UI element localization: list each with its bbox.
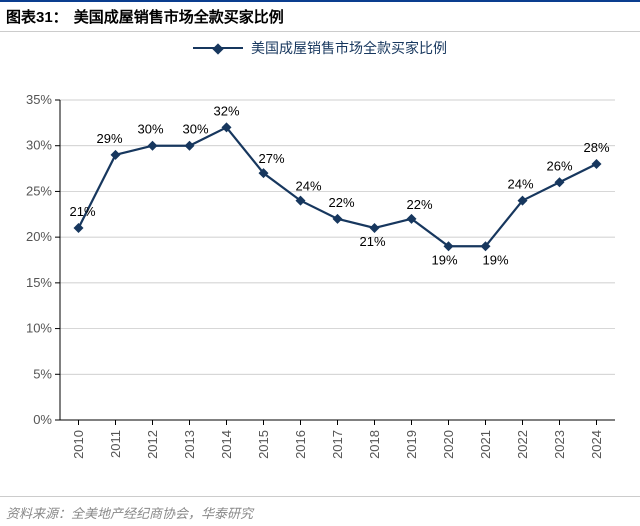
y-tick-label: 30%	[26, 138, 52, 153]
x-tick-label: 2019	[404, 430, 419, 459]
y-tick-label: 5%	[33, 366, 52, 381]
legend-marker-icon	[193, 47, 243, 49]
x-tick-label: 2012	[145, 430, 160, 459]
x-tick-label: 2016	[293, 430, 308, 459]
data-label: 24%	[295, 179, 321, 194]
data-label: 21%	[359, 234, 385, 249]
data-marker	[74, 223, 84, 233]
data-label: 28%	[583, 140, 609, 155]
data-label: 30%	[182, 122, 208, 137]
data-label: 22%	[328, 195, 354, 210]
y-tick-label: 15%	[26, 275, 52, 290]
data-marker	[148, 141, 158, 151]
x-tick-label: 2014	[219, 430, 234, 459]
x-tick-label: 2024	[589, 430, 604, 459]
data-marker	[333, 214, 343, 224]
x-tick-label: 2023	[552, 430, 567, 459]
chart-title-bar: 图表31： 美国成屋销售市场全款买家比例	[0, 0, 640, 32]
y-tick-label: 20%	[26, 229, 52, 244]
data-label: 29%	[96, 131, 122, 146]
x-tick-label: 2010	[71, 430, 86, 459]
y-tick-label: 35%	[26, 92, 52, 107]
y-tick-label: 25%	[26, 183, 52, 198]
x-tick-label: 2013	[182, 430, 197, 459]
line-chart-svg: 0% 5% 10% 15% 20% 25% 30% 35% 2010 2011 2012 2013 20…	[10, 70, 630, 486]
x-tick-label: 2020	[441, 430, 456, 459]
chart-plot-area: 0% 5% 10% 15% 20% 25% 30% 35% 2010 2011 2012 2013 20…	[10, 70, 630, 486]
x-tick-label: 2022	[515, 430, 530, 459]
y-tick-label: 10%	[26, 321, 52, 336]
chart-title-text: 美国成屋销售市场全款买家比例	[74, 6, 284, 27]
legend-label: 美国成屋销售市场全款买家比例	[251, 38, 447, 58]
data-label: 24%	[507, 177, 533, 192]
data-label: 32%	[213, 103, 239, 118]
chart-footer: 资料来源：全美地产经纪商协会，华泰研究	[0, 496, 640, 526]
data-marker	[555, 177, 565, 187]
data-label: 19%	[482, 252, 508, 267]
chart-title-prefix: 图表31：	[6, 6, 68, 27]
x-tick-label: 2015	[256, 430, 271, 459]
data-marker	[185, 141, 195, 151]
data-label: 22%	[406, 197, 432, 212]
data-marker	[592, 159, 602, 169]
data-label: 21%	[69, 204, 95, 219]
y-tick-label: 0%	[33, 412, 52, 427]
data-marker	[111, 150, 121, 160]
x-tick-label: 2011	[108, 430, 123, 458]
data-label: 27%	[258, 151, 284, 166]
x-tick-label: 2021	[478, 430, 493, 459]
source-text: 资料来源：全美地产经纪商协会，华泰研究	[6, 506, 253, 521]
data-label: 30%	[137, 122, 163, 137]
chart-legend: 美国成屋销售市场全款买家比例	[0, 38, 640, 58]
data-label: 19%	[431, 252, 457, 267]
chart-container: 图表31： 美国成屋销售市场全款买家比例 美国成屋销售市场全款买家比例 0% 5%…	[0, 0, 640, 526]
x-tick-label: 2017	[330, 430, 345, 459]
data-marker	[370, 223, 380, 233]
x-tick-label: 2018	[367, 430, 382, 459]
data-label: 26%	[546, 158, 572, 173]
